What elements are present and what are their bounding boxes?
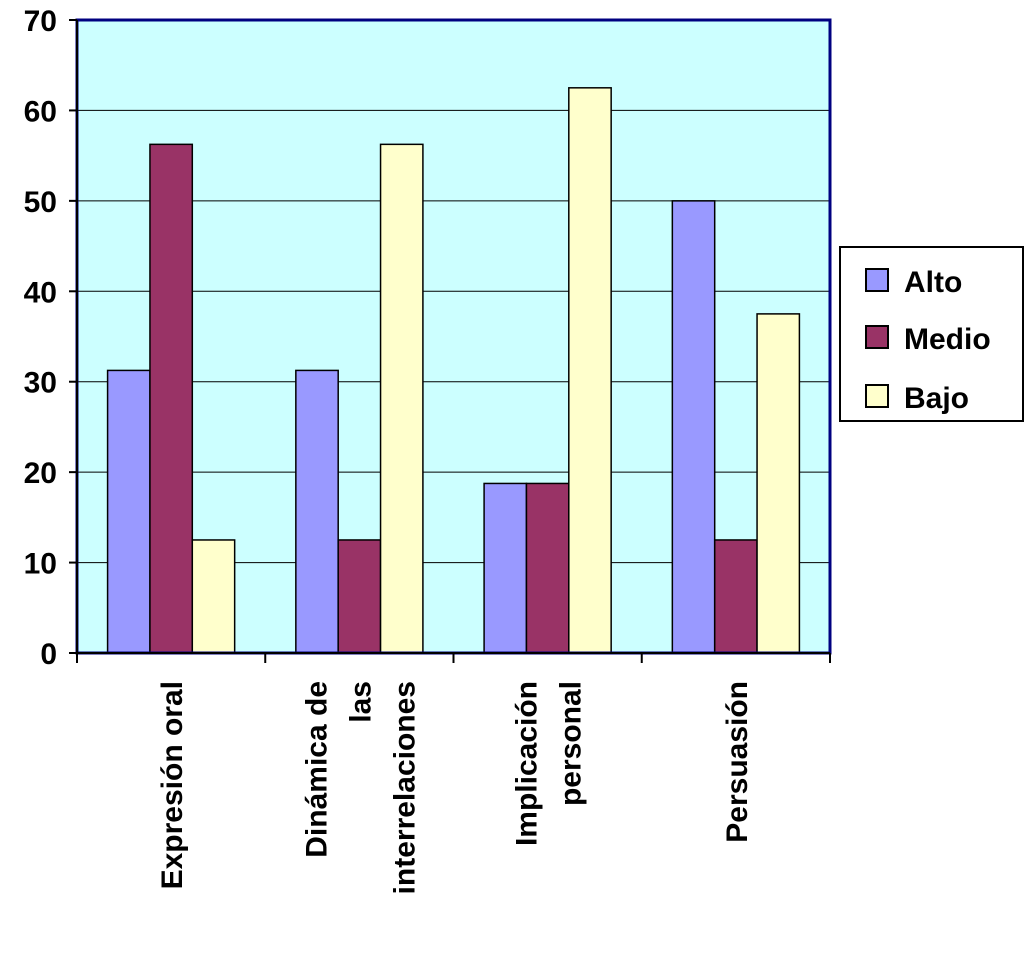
x-category-label-line: Dinámica de (300, 681, 333, 858)
y-tick-label: 70 (24, 5, 57, 38)
bar-medio-0 (149, 143, 194, 654)
legend: Alto Medio Bajo (839, 246, 1024, 422)
y-tick-label: 20 (24, 457, 57, 490)
bar-medio-3 (713, 539, 758, 654)
legend-swatch-medio (865, 325, 889, 349)
legend-item-alto: Alto (865, 266, 962, 299)
legend-label-medio: Medio (904, 323, 991, 356)
legend-item-medio: Medio (865, 323, 991, 356)
y-tick-label: 30 (24, 367, 57, 400)
legend-label-bajo: Bajo (904, 382, 969, 415)
legend-swatch-bajo (865, 384, 889, 408)
bar-alto-0 (106, 369, 151, 654)
x-category-label-line: interrelaciones (388, 681, 421, 894)
y-tick-label: 10 (24, 548, 57, 581)
x-category-label: Dinámica de las interrelaciones (300, 681, 421, 894)
bars (106, 87, 801, 654)
y-tick-label: 60 (24, 95, 57, 128)
legend-label-alto: Alto (904, 266, 962, 299)
bar-alto-3 (671, 200, 716, 654)
bar-bajo-0 (191, 539, 236, 654)
x-axis-labels: Expresión oral Dinámica de las interrelacio… (156, 681, 754, 894)
x-category-label: Implicación personal (511, 681, 588, 846)
x-category-label-line: personal (555, 681, 588, 806)
x-category-label-line: Implicación (511, 681, 544, 846)
y-tick-label: 50 (24, 186, 57, 219)
x-category-label-line: Persuasión (721, 681, 754, 843)
bar-alto-1 (295, 369, 339, 654)
bar-bajo-3 (756, 313, 801, 654)
y-tick-label: 0 (40, 638, 57, 671)
x-category-label-line: Expresión oral (156, 681, 189, 889)
y-axis-ticks: 0 10 20 30 40 50 60 70 (24, 5, 77, 671)
legend-item-bajo: Bajo (865, 382, 969, 415)
legend-swatch-alto (865, 268, 889, 292)
bar-bajo-2 (568, 87, 612, 654)
x-category-label: Persuasión (721, 681, 754, 843)
bar-medio-2 (525, 482, 570, 654)
x-category-label-line: las (344, 681, 377, 723)
y-tick-label: 40 (24, 276, 57, 309)
x-category-label: Expresión oral (156, 681, 189, 889)
bar-medio-1 (337, 539, 382, 654)
axes (76, 20, 831, 663)
bar-bajo-1 (379, 143, 424, 654)
bar-alto-2 (483, 482, 528, 654)
